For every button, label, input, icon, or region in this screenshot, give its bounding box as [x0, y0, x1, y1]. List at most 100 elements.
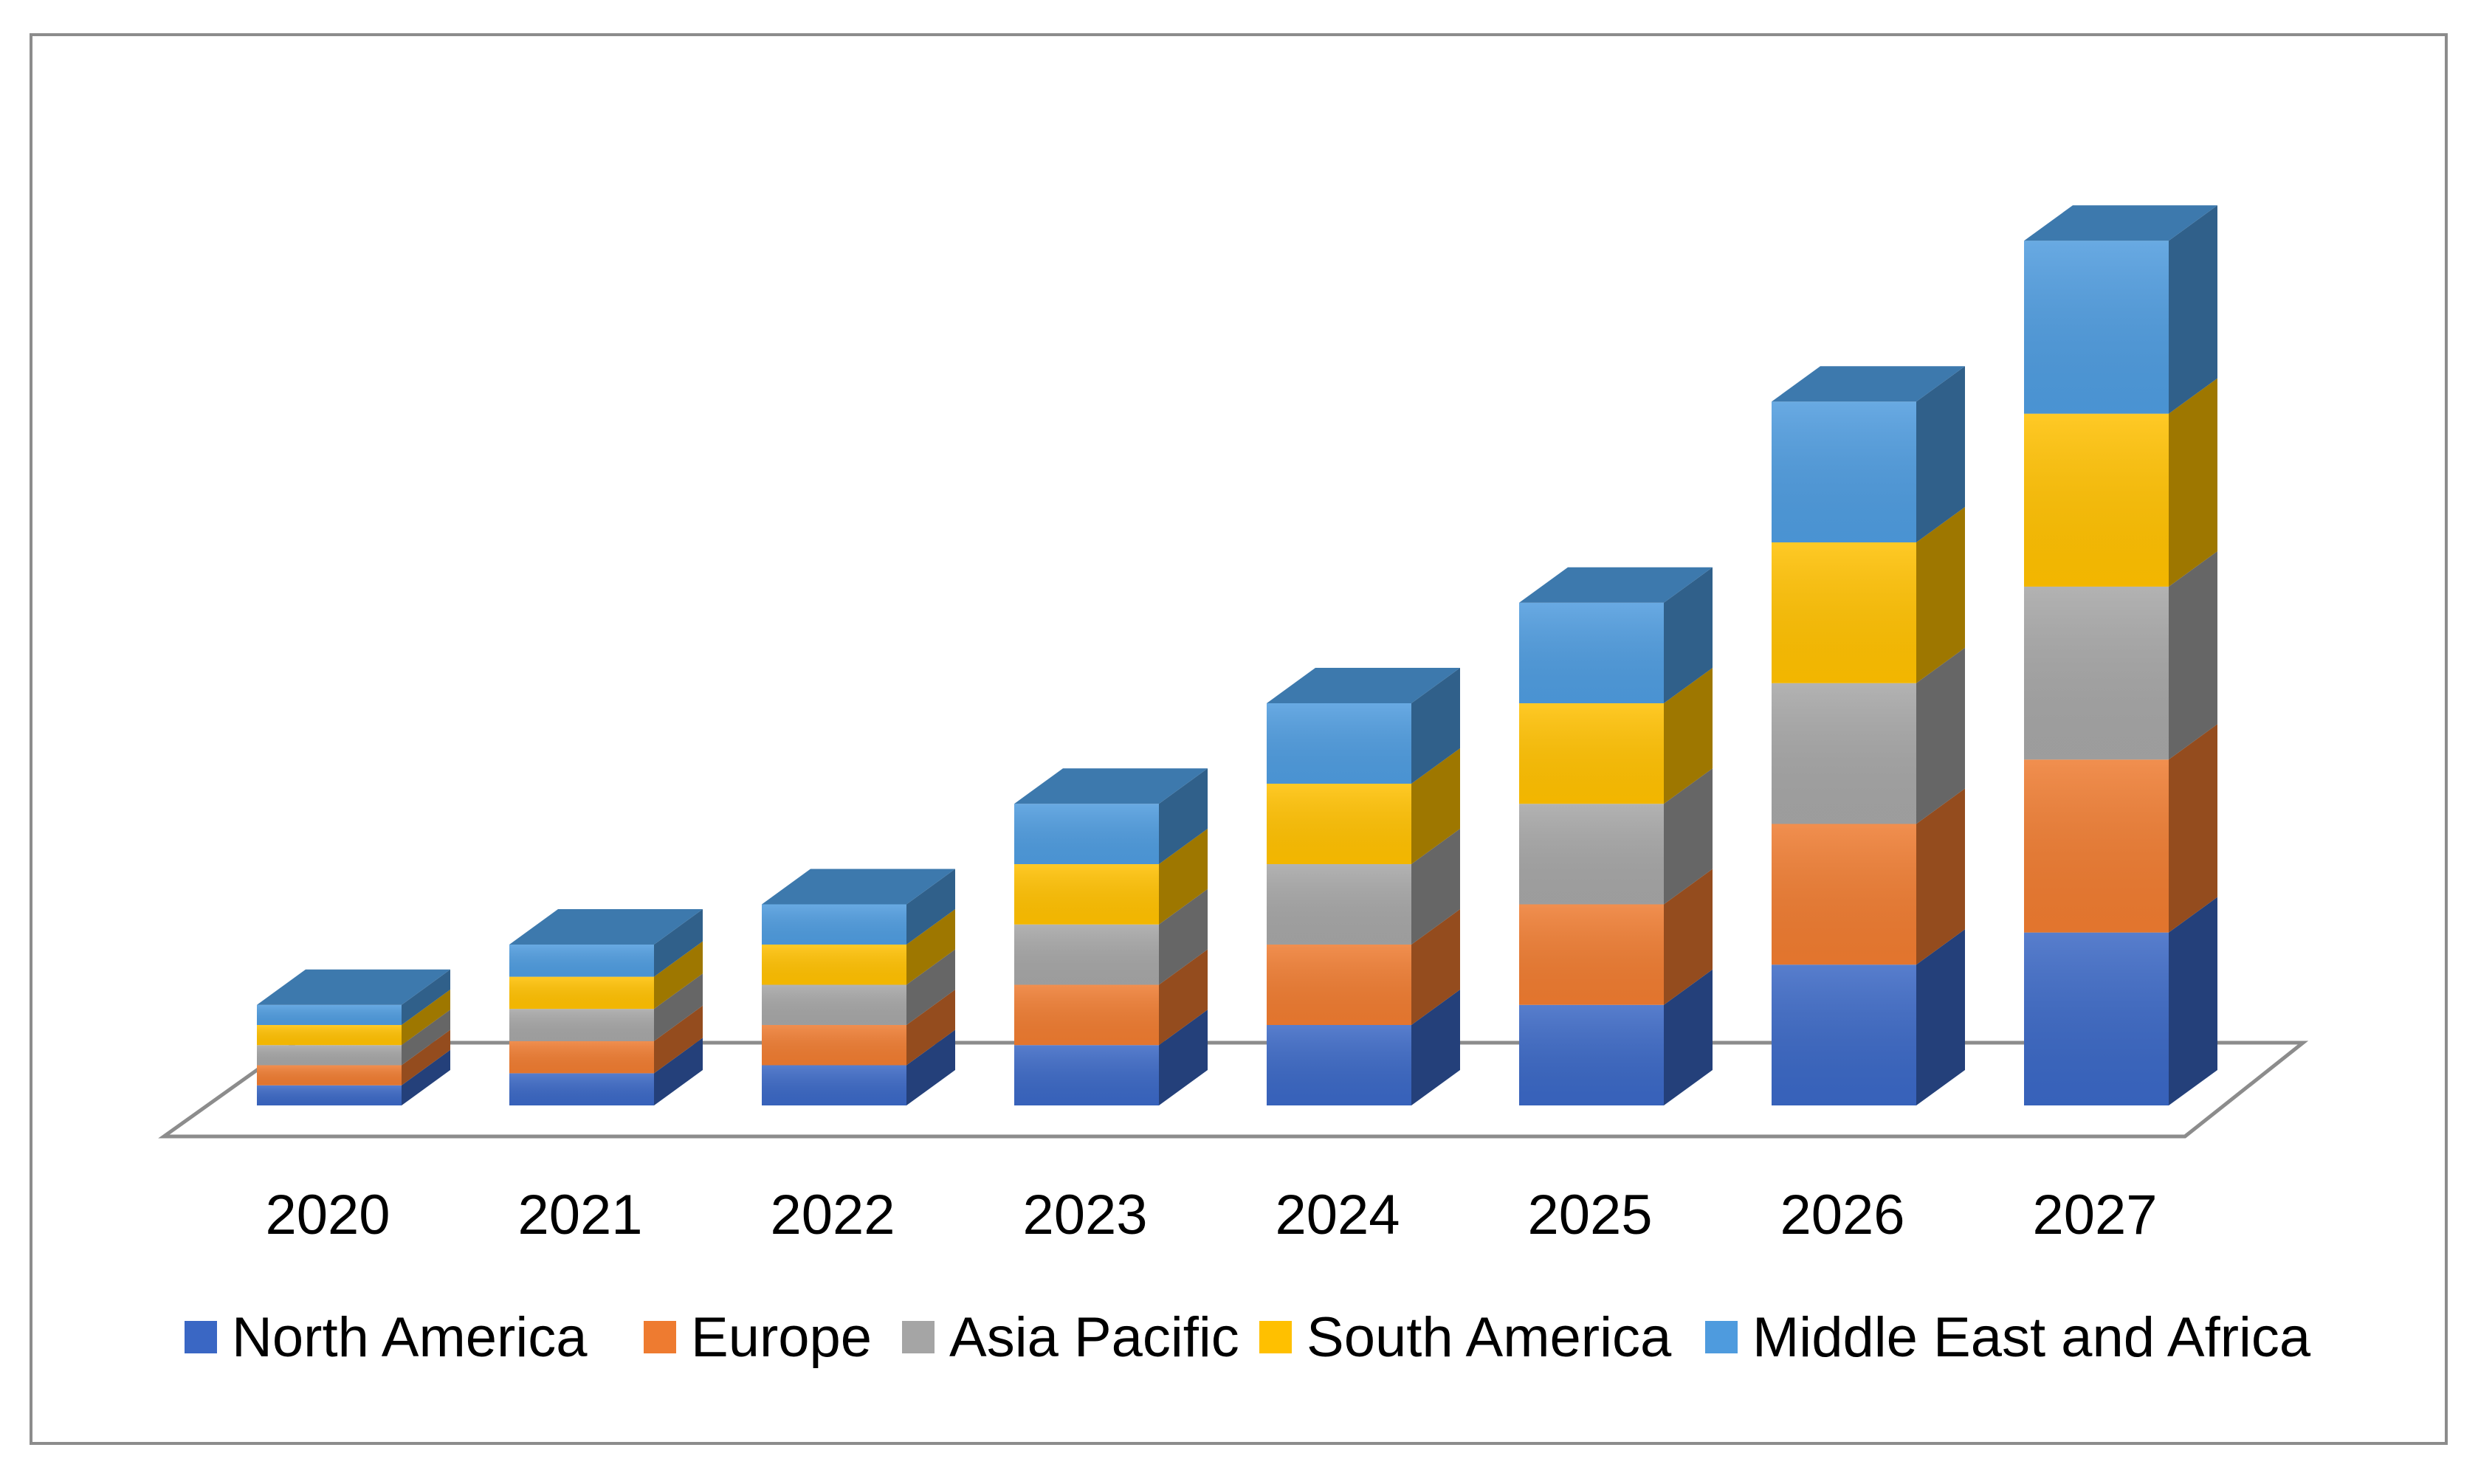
bar-stack-2027: [2024, 205, 2217, 1105]
bar-2025-middle-east-and-africa-side: [1664, 567, 1713, 703]
legend-swatch-asia-pacific: [902, 1321, 935, 1353]
bar-stack-2024: [1267, 668, 1460, 1105]
bar-2027-asia-pacific-front-sheen: [2024, 586, 2169, 760]
bar-2024-middle-east-and-africa-side: [1411, 668, 1460, 784]
x-tick-label-2022: 2022: [770, 1184, 895, 1246]
bar-2021-south-america-side: [654, 941, 703, 1010]
bar-2022-top: [762, 869, 955, 905]
bar-2021-europe-front-sheen: [509, 1040, 654, 1074]
bar-2020-asia-pacific-front-sheen: [257, 1045, 402, 1066]
x-tick-label-2023: 2023: [1022, 1184, 1147, 1246]
bar-2024-north-america-side: [1411, 990, 1460, 1105]
bar-2023-north-america-side: [1159, 1010, 1208, 1105]
legend-swatch-middle-east-and-africa: [1705, 1321, 1738, 1353]
bar-2023-europe-side: [1159, 949, 1208, 1046]
bar-2022-middle-east-and-africa-side: [906, 869, 955, 945]
bar-2026-south-america-side: [1916, 507, 1965, 683]
bar-2020-europe-side: [402, 1029, 450, 1086]
bar-2024-south-america-side: [1411, 748, 1460, 864]
bar-stack-2021: [509, 909, 703, 1105]
bar-2021-asia-pacific-front-sheen: [509, 1009, 654, 1041]
bar-2022-europe-front-sheen: [762, 1025, 906, 1066]
bar-2020-middle-east-and-africa-front-sheen: [257, 1004, 402, 1025]
bar-2025-europe-front-sheen: [1519, 904, 1664, 1005]
legend-item-europe: Europe: [644, 1306, 872, 1369]
bar-2023-north-america-front-sheen: [1014, 1045, 1159, 1105]
bar-2022-south-america-side: [906, 909, 955, 985]
bar-2026-south-america-front-sheen: [1772, 542, 1916, 683]
bar-2027-middle-east-and-africa-side: [2169, 205, 2217, 414]
bar-2022-europe-side: [906, 990, 955, 1066]
bar-stack-2026: [1772, 366, 1965, 1105]
bar-2025-south-america-front-sheen: [1519, 703, 1664, 804]
x-tick-label-2021: 2021: [517, 1184, 642, 1246]
bar-2026-asia-pacific-side: [1916, 647, 1965, 824]
bar-2027-top: [2024, 205, 2217, 241]
bar-2023-asia-pacific-side: [1159, 888, 1208, 985]
bar-2024-asia-pacific-front-sheen: [1267, 864, 1411, 945]
bar-2021-top: [509, 909, 703, 945]
bar-2025-north-america-front-sheen: [1519, 1004, 1664, 1105]
bar-2021-south-america-front-sheen: [509, 976, 654, 1010]
legend-swatch-north-america: [185, 1321, 217, 1353]
bar-2021-north-america-side: [654, 1038, 703, 1105]
bar-2026-asia-pacific-front-sheen: [1772, 683, 1916, 824]
bar-2020-north-america-front-sheen: [257, 1085, 402, 1105]
bar-2025-asia-pacific-side: [1664, 768, 1713, 905]
bar-2024-south-america-front-sheen: [1267, 784, 1411, 864]
bar-stack-2025: [1519, 567, 1713, 1105]
bar-2026-north-america-front-sheen: [1772, 964, 1916, 1105]
bar-2022-north-america-front-sheen: [762, 1065, 906, 1105]
bar-2025-asia-pacific-front-sheen: [1519, 804, 1664, 905]
bar-stack-2023: [1014, 768, 1208, 1105]
bar-2026-europe-front-sheen: [1772, 824, 1916, 965]
legend-item-middle-east-and-africa: Middle East and Africa: [1705, 1306, 2311, 1369]
x-tick-label-2024: 2024: [1275, 1184, 1400, 1246]
bar-2023-asia-pacific-front-sheen: [1014, 924, 1159, 985]
bar-2020-europe-front-sheen: [257, 1065, 402, 1086]
bar-2021-europe-side: [654, 1005, 703, 1074]
legend-label-europe: Europe: [691, 1306, 872, 1369]
bar-2023-middle-east-and-africa-side: [1159, 768, 1208, 864]
bar-2023-south-america-side: [1159, 829, 1208, 925]
bar-2020-asia-pacific-side: [402, 1010, 450, 1066]
bar-2025-south-america-side: [1664, 668, 1713, 804]
legend-item-south-america: South America: [1259, 1306, 1672, 1369]
bar-2026-middle-east-and-africa-side: [1916, 366, 1965, 542]
bar-2026-europe-side: [1916, 788, 1965, 965]
bar-2027-europe-front-sheen: [2024, 759, 2169, 933]
bar-2026-north-america-side: [1916, 929, 1965, 1105]
bar-2023-europe-front-sheen: [1014, 984, 1159, 1046]
bar-2024-north-america-front-sheen: [1267, 1025, 1411, 1105]
bar-2027-europe-side: [2169, 724, 2217, 933]
chart-floor: [158, 1040, 2309, 1139]
bar-stack-2020: [257, 969, 450, 1105]
x-tick-label-2020: 2020: [265, 1184, 390, 1246]
bar-2021-asia-pacific-side: [654, 973, 703, 1041]
legend-label-asia-pacific: Asia Pacific: [949, 1306, 1239, 1369]
legend-item-north-america: North America: [185, 1306, 588, 1369]
legend-swatch-europe: [644, 1321, 676, 1353]
legend-label-north-america: North America: [232, 1306, 588, 1369]
bar-2027-north-america-front-sheen: [2024, 932, 2169, 1105]
legend-swatch-south-america: [1259, 1321, 1292, 1353]
bar-2022-north-america-side: [906, 1029, 955, 1105]
x-tick-label-2025: 2025: [1527, 1184, 1652, 1246]
bar-2025-top: [1519, 567, 1713, 603]
bar-2023-south-america-front-sheen: [1014, 864, 1159, 925]
legend-label-middle-east-and-africa: Middle East and Africa: [1752, 1306, 2311, 1369]
bar-2021-middle-east-and-africa-front-sheen: [509, 945, 654, 977]
bar-2027-south-america-front-sheen: [2024, 413, 2169, 587]
bar-2020-north-america-side: [402, 1049, 450, 1105]
bar-2025-europe-side: [1664, 869, 1713, 1005]
bar-2020-top: [257, 969, 450, 1005]
bar-2027-asia-pacific-side: [2169, 551, 2217, 760]
bar-2026-top: [1772, 366, 1965, 402]
bar-2024-europe-side: [1411, 909, 1460, 1025]
bar-2024-europe-front-sheen: [1267, 945, 1411, 1025]
bar-2023-top: [1014, 768, 1208, 804]
bar-2020-south-america-front-sheen: [257, 1025, 402, 1046]
legend-item-asia-pacific: Asia Pacific: [902, 1306, 1239, 1369]
x-tick-label-2026: 2026: [1780, 1184, 1904, 1246]
bar-2025-middle-east-and-africa-front-sheen: [1519, 602, 1664, 703]
